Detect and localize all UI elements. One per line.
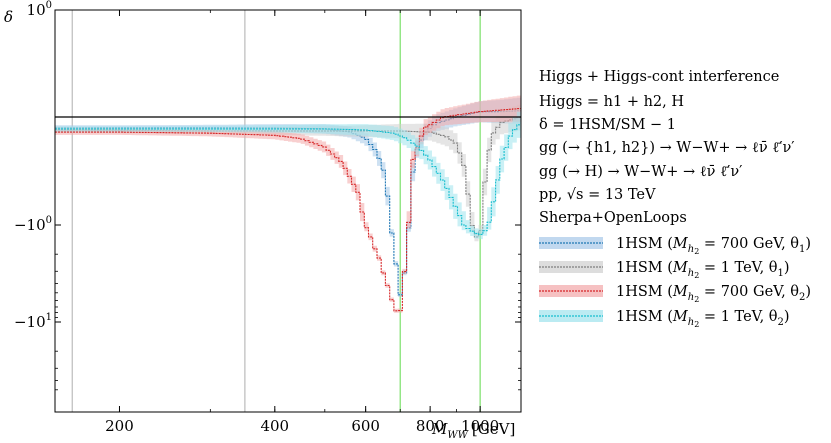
legend-title-line-6: pp, √s = 13 TeV: [539, 187, 656, 203]
legend-title-line-1: Higgs + Higgs-cont interference: [539, 69, 779, 85]
x-tick-label: 800: [416, 417, 445, 435]
plot-frame: [54, 9, 522, 413]
series-line-3: [55, 108, 521, 312]
legend-title-line-4: gg (→ {h1, h2}) → W−W+ → ℓν̄ ℓ̄′ν′: [539, 140, 795, 156]
x-tick-label: 600: [351, 417, 380, 435]
x-axis: 200 400 600 800 1000: [105, 10, 499, 435]
x-tick-label: 400: [260, 417, 289, 435]
legend: Higgs + Higgs-cont interference Higgs = …: [539, 69, 811, 329]
y-tick-label: −101: [14, 312, 52, 331]
y-axis-label: δ: [4, 8, 13, 26]
legend-entry-2: 1HSM (Mh2 = 1 TeV, θ1): [616, 260, 790, 280]
legend-entry-4: 1HSM (Mh2 = 1 TeV, θ2): [616, 309, 790, 329]
legend-title-line-2: Higgs = h1 + h2, H: [539, 94, 684, 110]
y-tick-label: −100: [14, 215, 52, 234]
x-tick-label: 200: [105, 417, 134, 435]
series-line-4: [55, 124, 521, 235]
y-axis: 100 −100 −101: [14, 0, 521, 391]
legend-title-line-3: δ = 1HSM/SM − 1: [539, 117, 676, 133]
svg-text:MWW[GeV]: MWW [GeV]: [431, 420, 515, 441]
x-axis-label: MWW [GeV]: [431, 420, 515, 441]
series-layer: [55, 95, 521, 313]
reference-lines: [71, 10, 481, 412]
series-band-4: [55, 111, 521, 240]
y-tick-label: 100: [27, 0, 52, 19]
legend-entries: 1HSM (Mh2 = 700 GeV, θ1) 1HSM (Mh2 = 1 Te…: [539, 236, 811, 329]
x-tick-label: 1000: [461, 417, 499, 435]
legend-entry-3: 1HSM (Mh2 = 700 GeV, θ2): [616, 284, 811, 304]
legend-entry-1: 1HSM (Mh2 = 700 GeV, θ1): [616, 236, 811, 256]
legend-title-line-7: Sherpa+OpenLoops: [539, 210, 687, 226]
legend-title-line-5: gg (→ H) → W−W+ → ℓν̄ ℓ̄′ν′: [539, 164, 742, 180]
